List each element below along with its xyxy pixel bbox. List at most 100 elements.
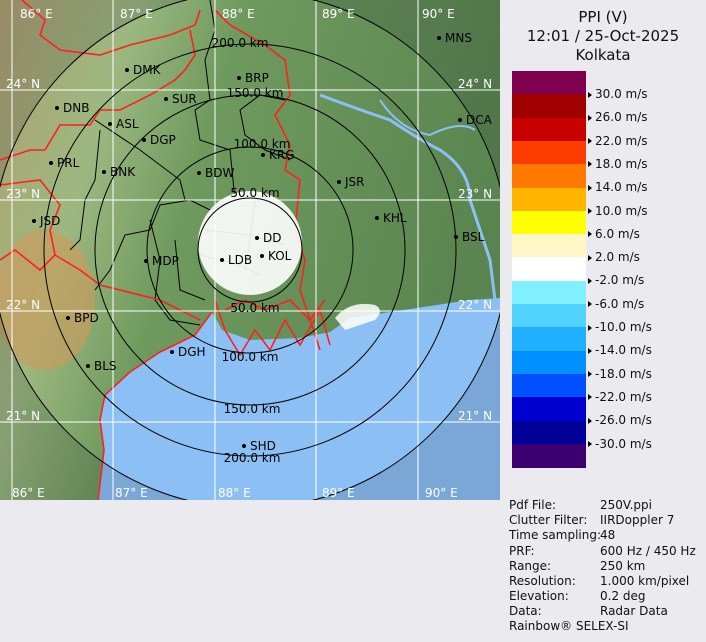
info-row: Resolution: 1.000 km/pixel [509,574,689,588]
legend-label: -14.0 m/s [588,343,652,358]
lon-label-bottom: 87° E [115,486,148,500]
city-dot [220,258,224,262]
info-row: Elevation: 0.2 deg [509,589,646,603]
tick-marker-icon [588,231,592,238]
timestamp: 12:01 / 25-Oct-2025 [526,27,680,45]
city-dot [260,254,264,258]
city-label: DD [263,231,281,245]
city-label: DGP [150,133,176,147]
legend-label: -30.0 m/s [588,436,652,451]
tick-marker-icon [588,208,592,214]
city-dot [142,138,146,142]
color-band [512,397,586,422]
city-dot [337,180,341,184]
legend-value: -30.0 m/s [595,436,652,451]
legend-value: -2.0 m/s [595,273,645,288]
color-band [512,187,586,212]
legend-value: -14.0 m/s [595,343,652,358]
lon-label-bottom: 90° E [425,486,458,500]
lon-label-top: 87° E [120,7,153,21]
color-band [512,140,586,165]
city-dot [66,316,70,320]
city-label: BSL [462,230,485,244]
tick-marker-icon [588,91,592,98]
lat-label-right: 23° N [458,187,492,201]
city-dot [108,122,112,126]
info-key: Time sampling: [509,528,602,543]
info-row: Data: Radar Data [509,604,668,618]
city-label: KHL [383,211,407,225]
color-band [512,280,586,305]
ring-label: 150.0 km [227,86,284,100]
tick-marker-icon [588,301,592,308]
city-dot [375,216,379,220]
legend-label: -26.0 m/s [588,413,652,428]
lon-grid [11,0,419,500]
info-value: IIRDoppler 7 [600,513,675,528]
lat-label-left: 22° N [6,298,40,312]
color-band [512,373,586,398]
info-value: 250 km [600,558,646,573]
product-title: PPI (V) [578,8,628,26]
city-markers: MNS DMK BRP SUR DNB ASL DGP DCA KRG PRL BNK BDW JSR J… [32,31,493,453]
city-label: DGH [178,345,206,359]
city-label: MNS [445,31,472,45]
info-row: Time sampling:48 [509,528,615,542]
city-label: KOL [268,249,292,263]
color-band [512,304,586,328]
city-label: SUR [172,92,197,106]
city-dot [454,235,458,239]
legend-label: -6.0 m/s [588,297,644,311]
legend-value: -26.0 m/s [595,413,652,428]
lat-label-right: 22° N [458,298,492,312]
ring-label: 200.0 km [212,36,269,50]
city-label: MDP [152,254,179,268]
city-label: JSR [344,175,365,189]
tick-marker-icon [588,138,592,145]
color-band [512,71,586,95]
info-value: 600 Hz / 450 Hz [600,543,696,558]
city-dot [86,364,90,368]
lon-label-bottom: 88° E [218,486,251,500]
city-label: BDW [205,166,234,180]
city-dot [261,153,265,157]
info-row: Pdf File: 250V.ppi [509,498,652,512]
legend-label: 22.0 m/s [588,134,648,148]
city-label: BRP [245,71,269,85]
info-key: Elevation: [509,589,569,604]
info-value: 250V.ppi [600,498,652,512]
lat-label-right: 24° N [458,77,492,91]
tick-marker-icon [588,394,592,401]
lat-grid [0,89,500,423]
city-dot [102,170,106,174]
lon-label-top: 89° E [322,7,355,21]
city-dot [255,236,259,240]
lat-label-left: 21° N [6,409,40,423]
river [379,99,476,137]
info-key: Clutter Filter: [509,513,588,528]
legend-value: -22.0 m/s [595,389,652,404]
info-row: Range: 250 km [509,559,645,573]
legend-label: -2.0 m/s [588,273,645,288]
tick-marker-icon [588,417,592,424]
info-key: Pdf File: [509,498,557,512]
range-rings [0,0,500,500]
station-name: Kolkata [575,46,631,64]
info-value: 48 [600,528,616,543]
legend-label: 26.0 m/s [588,110,648,124]
city-label: DMK [133,63,162,77]
city-dot [437,36,441,40]
color-band [512,443,586,468]
color-band [512,94,586,119]
city-label: DNB [63,101,89,115]
color-band [512,117,586,142]
city-dot [164,97,168,101]
info-row: PRF: 600 Hz / 450 Hz [509,544,696,558]
lat-label-left: 24° N [6,77,40,91]
ground-clutter-echo [198,191,302,295]
info-row: Clutter Filter: IIRDoppler 7 [509,513,674,527]
legend-value: 14.0 m/s [595,180,648,195]
river [319,93,497,301]
legend-label: 14.0 m/s [588,180,648,195]
